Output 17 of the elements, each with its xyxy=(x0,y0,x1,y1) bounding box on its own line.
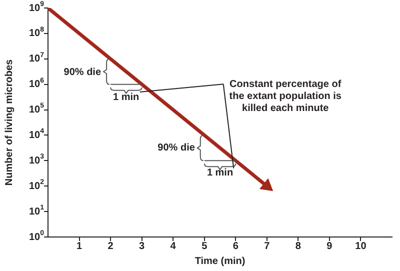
x-tick-label: 1 xyxy=(76,240,82,252)
y-axis-title: Number of living microbes xyxy=(4,59,15,186)
annotation: 90% die xyxy=(64,66,102,78)
x-tick-label: 8 xyxy=(295,240,302,252)
annotation: Constant percentage of the extant population is killed each minute xyxy=(229,78,342,114)
annotation: 1 min xyxy=(206,168,234,179)
x-tick-label: 10 xyxy=(355,240,367,252)
x-tick-label: 4 xyxy=(170,240,176,252)
x-tick-label: 6 xyxy=(232,240,239,252)
x-tick-label: 3 xyxy=(139,240,146,252)
x-axis-title: Time (min) xyxy=(194,256,246,267)
annotation: 1 min xyxy=(113,92,140,104)
x-tick-label: 2 xyxy=(108,240,114,252)
x-tick-label: 7 xyxy=(264,240,270,252)
x-tick-label: 5 xyxy=(202,240,208,252)
x-tick-label: 9 xyxy=(326,240,333,252)
annotation: 90% die xyxy=(158,142,196,154)
